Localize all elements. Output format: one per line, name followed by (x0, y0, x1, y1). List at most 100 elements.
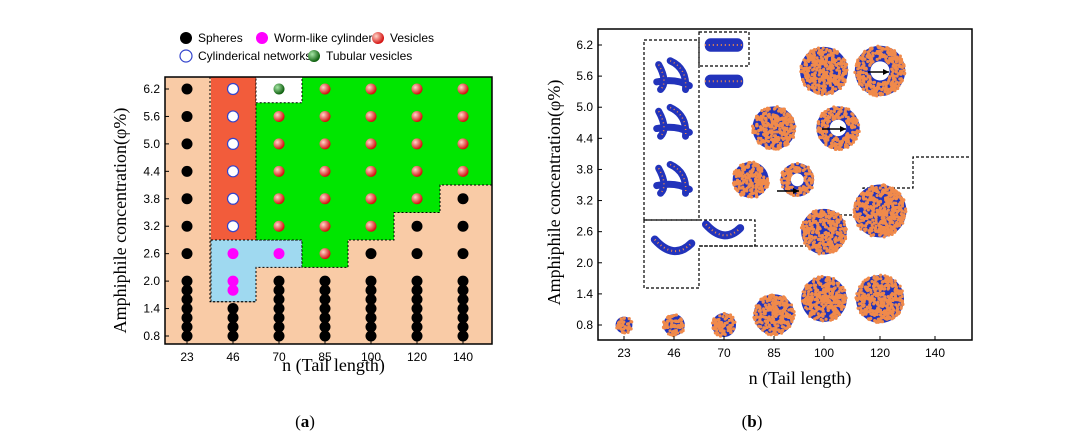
phase-point-spheres (319, 275, 331, 287)
snapshot-bead (868, 58, 872, 63)
snapshot-bead (887, 283, 891, 288)
snapshot-bead (855, 207, 859, 211)
snapshot-bead (751, 174, 755, 178)
snapshot-bead (894, 63, 898, 68)
snapshot-bead (852, 214, 856, 219)
snapshot-bead (839, 76, 844, 80)
snapshot-bead (889, 225, 893, 229)
snapshot-bead (891, 79, 895, 84)
snapshot-bead (877, 291, 881, 296)
snapshot-bead (801, 185, 806, 189)
snapshot-sphere (710, 311, 737, 338)
snapshot-bead (813, 317, 817, 321)
legend-item-spheres: Spheres (180, 31, 243, 45)
x-tick-label: 120 (407, 350, 427, 364)
snapshot-bead (801, 220, 806, 224)
snapshot-bead (877, 45, 881, 50)
snapshot-bead (824, 286, 828, 290)
phase-point-spheres (319, 330, 331, 342)
snapshot-bead (859, 192, 863, 196)
snapshot-bead (861, 71, 865, 75)
snapshot-bead (829, 133, 833, 137)
snapshot-bead (830, 233, 834, 237)
panel-b-y-axis-title: Amphiphile concentration(φ%) (544, 80, 565, 306)
snapshot-bead (871, 60, 875, 64)
snapshot-bead (739, 192, 743, 196)
snapshot-bead (814, 212, 818, 217)
snapshot-bead (781, 325, 786, 329)
snapshot-bead (817, 233, 822, 238)
snapshot-bead (776, 119, 780, 123)
snapshot-bead (747, 175, 751, 180)
snapshot-bead (880, 87, 884, 92)
snapshot-bead (763, 116, 767, 120)
snapshot-bead (810, 63, 814, 67)
phase-point-vesicles (319, 165, 331, 177)
snapshot-bead (888, 306, 892, 310)
snapshot-bead (764, 143, 768, 147)
snapshot-bead (857, 291, 861, 295)
snapshot-bead (898, 207, 903, 211)
snapshot-bead (843, 226, 848, 230)
snapshot-bead (860, 202, 865, 206)
snapshot-bead (873, 283, 877, 287)
snapshot-bead (865, 296, 869, 300)
snapshot-bead (789, 303, 794, 307)
snapshot-bead (900, 213, 904, 217)
phase-point-spheres (457, 248, 469, 260)
network-beads (657, 163, 687, 194)
snapshot-bead (868, 80, 873, 84)
snapshot-bead (875, 310, 879, 314)
snapshot-bead (811, 218, 815, 222)
snapshot-bead (781, 173, 785, 178)
snapshot-bead (822, 298, 826, 302)
y-tick-label: 1.4 (576, 287, 593, 301)
phase-point-spheres (227, 303, 239, 315)
snapshot-bead (833, 297, 837, 301)
snapshot-bead (804, 189, 808, 193)
snapshot-bead (765, 331, 769, 335)
snapshot-bead (886, 205, 891, 209)
snapshot-bead (807, 87, 811, 91)
snapshot-bead (673, 332, 677, 336)
snapshot-bead (890, 67, 894, 71)
snapshot-bead (891, 227, 896, 231)
snapshot-bead (888, 309, 893, 313)
phase-point-spheres (365, 303, 377, 315)
x-tick-label: 100 (361, 350, 381, 364)
snapshot-bead (814, 303, 818, 307)
snapshot-bead (830, 63, 834, 68)
snapshot-bead (786, 113, 790, 117)
snapshot-bead (809, 234, 814, 239)
snapshot-bead (829, 240, 833, 244)
snapshot-bead (778, 312, 782, 316)
snapshot-bead (882, 218, 886, 223)
snapshot-bead (824, 317, 828, 321)
snapshot-sphere (799, 208, 848, 256)
snapshot-bead (821, 251, 826, 255)
snapshot-bead (774, 305, 778, 310)
snapshot-bead (875, 57, 879, 61)
snapshot-bead (841, 78, 845, 83)
snapshot-bead (779, 117, 784, 121)
snapshot-bead (774, 310, 778, 314)
snapshot-bead (830, 220, 834, 225)
snapshot-bead (886, 281, 890, 285)
snapshot-bead (861, 64, 865, 68)
snapshot-bead (872, 299, 876, 303)
snapshot-bead (839, 147, 844, 151)
snapshot-bead (764, 120, 768, 124)
snapshot-bead (870, 312, 874, 317)
snapshot-bead (881, 55, 885, 59)
snapshot-bead (884, 86, 888, 90)
y-tick-label: 2.6 (576, 225, 593, 239)
snapshot-bead (897, 292, 901, 296)
snapshot-bead (873, 214, 878, 219)
vesicle-cavity (870, 61, 890, 81)
snapshot-bead (886, 46, 890, 50)
snapshot-bead (784, 116, 788, 120)
snapshot-bead (808, 213, 812, 217)
phase-point-spheres (319, 293, 331, 305)
snapshot-bead (830, 281, 834, 285)
legend-marker-spheres (180, 32, 192, 44)
